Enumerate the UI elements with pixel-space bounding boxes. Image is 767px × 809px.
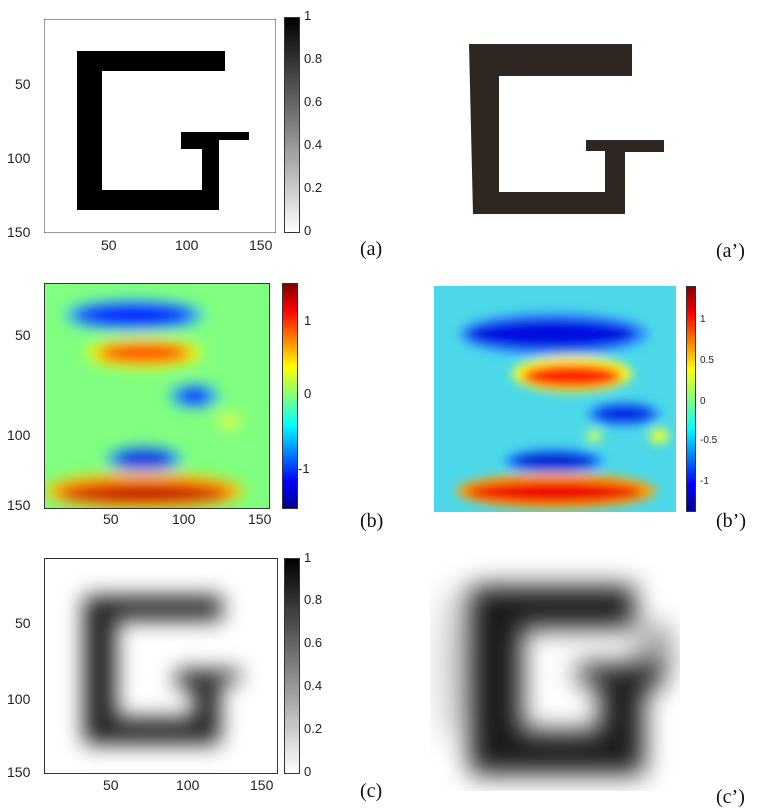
x-tick: 150 (248, 511, 271, 527)
colorbar-tick: 0.2 (304, 180, 322, 195)
colorbar-tick: 1 (304, 313, 311, 328)
panel-c-plot (44, 558, 278, 774)
x-tick: 100 (175, 237, 198, 253)
colorbar-tick: 0 (700, 396, 706, 407)
x-tick: 150 (249, 237, 272, 253)
panel-a-prime-photo (440, 20, 680, 220)
colorbar-c (284, 558, 300, 774)
colorbar-tick: -1 (298, 461, 310, 476)
colorbar-tick: -0.5 (700, 435, 717, 446)
panel-c-prime-plot (430, 556, 680, 791)
panel-label: (b) (360, 510, 383, 533)
panel-c: 50 100 150 50 100 150 1 0.8 0.6 0.4 0.2 … (0, 548, 430, 808)
colorbar-tick: 0 (304, 223, 311, 238)
panel-a-prime (440, 20, 680, 220)
colorbar-tick: 1 (700, 314, 706, 325)
colorbar-tick: 0.4 (304, 137, 322, 152)
colorbar-a (284, 17, 300, 233)
y-tick: 150 (7, 224, 30, 240)
y-tick: 150 (7, 497, 30, 513)
panel-b-prime: 1 0.5 0 -0.5 -1 (434, 286, 684, 516)
colorbar-tick: 0.6 (304, 635, 322, 650)
y-tick: 100 (7, 150, 30, 166)
panel-b-prime-plot (434, 286, 676, 512)
panel-a-plot (44, 19, 276, 233)
colorbar-b-prime (686, 286, 696, 512)
panel-label: (c’) (716, 786, 745, 809)
colorbar-tick: 0 (304, 386, 311, 401)
colorbar-tick: 0.2 (304, 721, 322, 736)
panel-label: (a) (360, 238, 382, 261)
g-shape-photo (469, 44, 664, 214)
colorbar-tick: 1 (304, 8, 311, 23)
colorbar-b (282, 283, 298, 509)
colorbar-tick: 0.5 (700, 355, 714, 366)
panel-label: (a’) (716, 240, 745, 263)
x-tick: 100 (172, 511, 195, 527)
y-tick: 100 (7, 691, 30, 707)
panel-c-prime (430, 556, 680, 791)
colorbar-tick: 0.8 (304, 592, 322, 607)
x-tick: 50 (103, 777, 119, 793)
panel-b: 50 100 150 50 100 150 1 0 -1 (b) (0, 270, 430, 540)
x-tick: 50 (103, 511, 119, 527)
x-tick: 150 (250, 777, 273, 793)
colorbar-tick: 0 (304, 764, 311, 779)
y-tick: 50 (15, 615, 31, 631)
colorbar-tick: 0.6 (304, 94, 322, 109)
panel-label: (b’) (716, 510, 746, 533)
panel-label: (c) (360, 780, 382, 803)
x-tick: 100 (176, 777, 199, 793)
x-tick: 50 (101, 237, 117, 253)
y-tick: 50 (15, 327, 31, 343)
colorbar-tick: 0.8 (304, 51, 322, 66)
colorbar-tick: 1 (304, 550, 311, 565)
colorbar-tick: 0.4 (304, 678, 322, 693)
y-tick: 150 (7, 764, 30, 780)
panel-b-plot (44, 283, 270, 509)
y-tick: 100 (7, 427, 30, 443)
colorbar-tick: -1 (700, 476, 709, 487)
y-tick: 50 (15, 76, 31, 92)
